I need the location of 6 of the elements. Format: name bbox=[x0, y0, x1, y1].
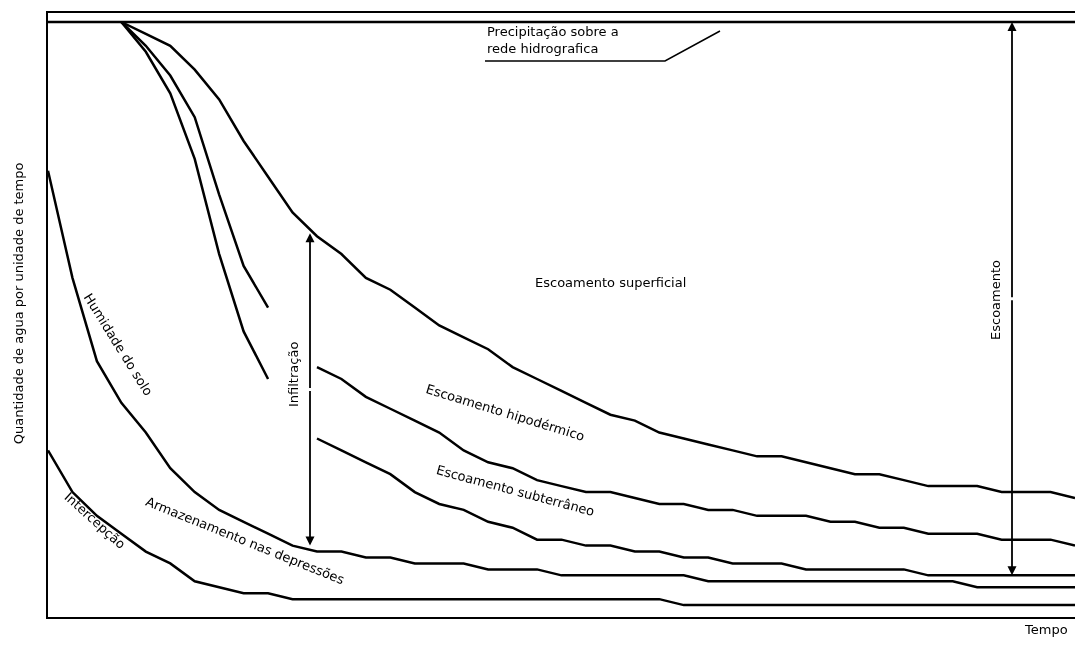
annotation: Infiltração bbox=[286, 341, 301, 407]
annotation: Escoamento superficial bbox=[535, 275, 687, 290]
x-axis-title: Tempo bbox=[1024, 622, 1068, 637]
annotation: Escoamento bbox=[988, 259, 1003, 340]
y-axis-title: Quantidade de agua por unidade de tempo bbox=[11, 162, 27, 445]
annotation: Precipitação sobre a rede hidrografica bbox=[487, 24, 619, 56]
